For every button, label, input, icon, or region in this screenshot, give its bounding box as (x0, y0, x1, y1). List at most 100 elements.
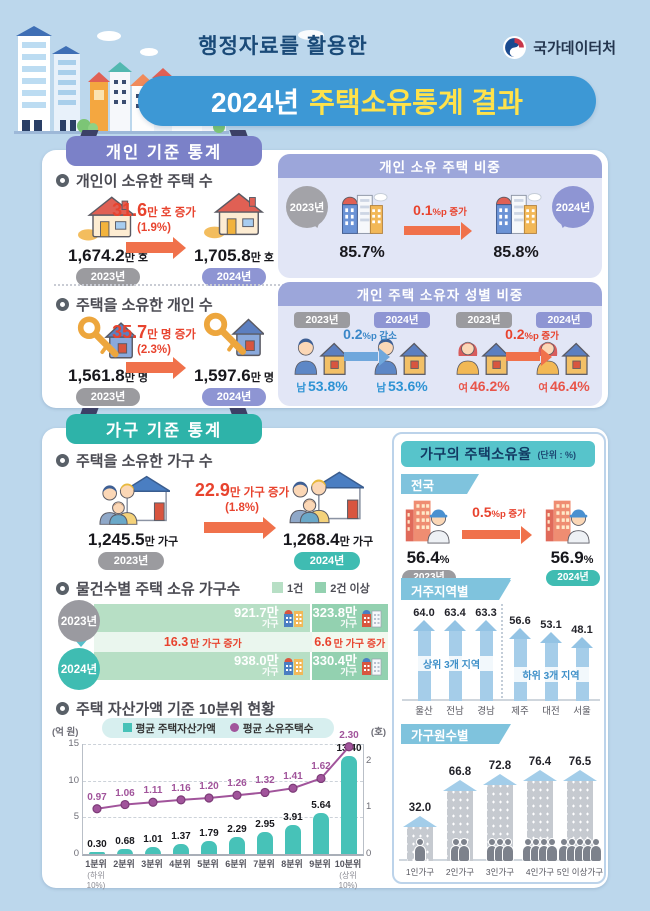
title-year: 2024년 (211, 87, 300, 118)
value-unit: 만 가구 (144, 536, 179, 548)
region-chart: 64.0 울산 63.4 전남 63.3 경남 상위 3개 지역 56.6 제주 53.1 대전 48… (402, 600, 600, 718)
change-number: 35.7 (112, 322, 148, 342)
decile-x-label: 4분위 (169, 859, 191, 869)
mini-building-icon (283, 656, 305, 676)
size-bar-value: 66.8 (448, 765, 472, 778)
right-tick-label: 2 (366, 754, 372, 766)
segment-value: 323.8만 가구 (312, 606, 357, 629)
bullet-ring-icon (56, 298, 69, 311)
value-number: 1,705.8 (193, 246, 251, 265)
right-tick-label: 0 (366, 848, 372, 859)
gender-label: 남 (296, 382, 306, 394)
region-baseline (402, 699, 600, 701)
increase-arrow-icon (462, 530, 520, 539)
people-icons (522, 839, 557, 861)
percent-sign: % (583, 554, 594, 566)
segment-number: 330.4만 (312, 653, 357, 669)
left-tick-label: 10 (68, 774, 79, 786)
agency-name: 국가데이터처 (533, 40, 616, 57)
increase-arrow-icon (506, 352, 540, 361)
decile-line-value: 1.32 (255, 775, 275, 787)
buildings-icon (490, 188, 542, 238)
change-unit: 만 가구 증가 (229, 487, 290, 499)
bullet-ring-icon (56, 702, 69, 715)
government-emblem-icon (503, 36, 527, 59)
agency-logo: 국가데이터처 (503, 36, 616, 59)
unit-note: (단위 : %) (537, 449, 576, 460)
decile-bar-value: 1.37 (171, 830, 191, 842)
left-tick-label: 15 (68, 738, 79, 749)
tab-national: 전국 (401, 474, 479, 494)
increase-arrow-icon (404, 226, 460, 235)
household-size-chart: 32.0 1인가구 66.8 2인가구 72.8 3인가구 76.4 4인가구 76.5 5인 이… (399, 746, 603, 880)
segment-value: 921.7만 가구 (234, 606, 279, 629)
person-icon (450, 839, 461, 861)
region-x-label: 전남 (446, 706, 464, 717)
change-unit: %p 증가 (491, 509, 526, 520)
ownership-rate-header: 가구의 주택소유율 (단위 : %) (401, 441, 595, 467)
value-number: 1,597.6 (193, 366, 251, 385)
people-icons (414, 839, 425, 861)
decile-x-label: 3분위 (141, 859, 163, 869)
decile-legend: 평균 주택자산가액 평균 소유주택수 (102, 718, 334, 738)
ratio-2023-value: 85.7% (339, 244, 385, 261)
gridline (83, 817, 363, 819)
header-title: 가구의 주택소유율 (420, 446, 532, 462)
houses-change: 31.6만 호 증가 (104, 200, 204, 221)
segment-number: 323.8만 (312, 605, 357, 621)
owners-heading: 주택을 소유한 개인 수 (56, 294, 213, 315)
decile-x-note: (하위10%) (86, 871, 106, 890)
segment-unit: 가구 (261, 619, 279, 630)
owners-change-pct: (2.3%) (137, 344, 171, 356)
header-subtitle: 행정자료를 활용한 (198, 35, 368, 58)
decile-plot-area: 0 5 10 15 0 1 2 0.30 0.68 1.01 1.37 1.79 2.29 2.95 3.9… (68, 730, 371, 859)
decile-line-value: 1.62 (311, 761, 331, 773)
person-icon (494, 839, 505, 861)
decile-bar (89, 851, 105, 854)
person-icon (502, 839, 513, 861)
ownership-ratio-panel: 개인 소유 주택 비중 2023년 85.7% 0.1%p 증가 85.8% 2… (278, 154, 602, 278)
legend-swatch-one (272, 582, 283, 593)
left-axis-unit: (억 원) (52, 727, 79, 738)
person-icon (522, 839, 533, 861)
year-bubble-2024: 2024년 (552, 186, 594, 228)
gender-value: 53.6% (387, 378, 428, 394)
owning-change: 22.9만 가구 증가 (182, 480, 302, 501)
male-2024-value: 남 53.6% (366, 378, 438, 395)
change-unit: 만 가구 증가 (190, 638, 242, 650)
header-title: 2024년 주택소유통계 결과 (138, 76, 596, 126)
gridline (83, 780, 363, 782)
owning-heading: 주택을 소유한 가구 수 (56, 450, 213, 471)
region-bar-roof (571, 637, 593, 649)
decile-heading: 주택 자산가액 기준 10분위 현황 (56, 698, 275, 719)
year-badge-2023: 2023년 (456, 312, 512, 328)
owning-2023-value: 1,245.5만 가구 (68, 530, 198, 550)
year-bubble-2023: 2023년 (286, 186, 328, 228)
decile-line-value: 2.30 (339, 729, 359, 741)
size-x-label: 1인가구 (405, 867, 435, 877)
decile-x-label: 7분위 (253, 859, 275, 869)
increase-arrow-icon (126, 362, 174, 373)
buildings-icon (336, 188, 388, 238)
owners-change: 35.7만 명 증가 (104, 322, 204, 343)
year-circle-2024: 2024년 (58, 648, 100, 690)
legend-item: 1건 (272, 580, 303, 596)
right-tick-label: 1 (366, 801, 372, 813)
change-unit: 만 호 증가 (147, 207, 196, 219)
person-icon (546, 839, 557, 861)
gender-ratio-panel: 개인 주택 소유자 성별 비중 2023년 2024년 2023년 2024년 … (278, 282, 602, 406)
change-two-plus: 6.6 만 가구 증가 (311, 632, 388, 652)
value-number: 1,674.2 (67, 246, 125, 265)
region-bar-value: 63.4 (444, 607, 466, 620)
building-roof (523, 769, 557, 781)
change-number: 31.6 (112, 200, 148, 220)
region-x-label: 울산 (415, 706, 433, 717)
decile-x-label: 1분위 (하위10%) (82, 857, 110, 890)
owners-2023-value: 1,561.8만 명 (48, 366, 168, 386)
region-x-label: 제주 (511, 706, 529, 717)
houses-heading: 개인이 소유한 주택 수 (56, 170, 213, 191)
building-roof (563, 769, 597, 781)
decile-bar (341, 755, 357, 854)
year-pill-2023: 2023년 (98, 552, 164, 570)
ratio-2024-value: 85.8% (493, 244, 539, 261)
